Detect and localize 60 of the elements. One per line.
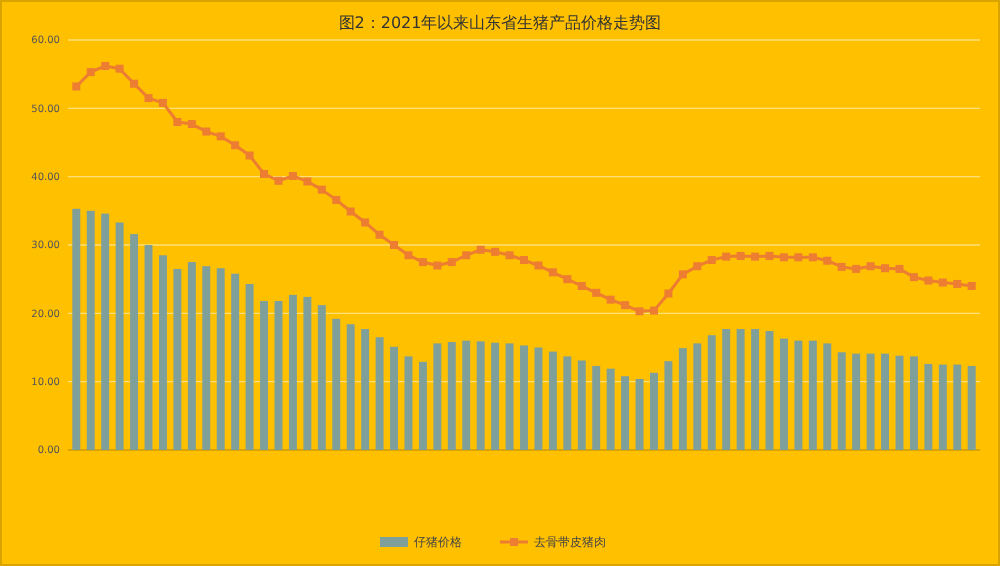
bar <box>852 353 861 450</box>
bar <box>606 368 615 450</box>
chart-title: 图2：2021年以来山东省生猪产品价格走势图 <box>338 14 662 32</box>
bar <box>953 364 962 450</box>
bar <box>881 353 890 450</box>
bar <box>650 372 658 450</box>
bar <box>736 329 745 450</box>
bar <box>823 343 832 450</box>
bar <box>621 376 630 450</box>
bar <box>288 294 297 450</box>
bar <box>924 363 933 450</box>
bar <box>707 335 716 450</box>
bar <box>967 365 976 450</box>
bar <box>476 341 485 450</box>
bar <box>260 301 269 450</box>
bar <box>346 324 355 450</box>
bar <box>158 255 167 450</box>
bar <box>664 361 673 450</box>
bar <box>794 340 803 450</box>
bar <box>404 356 413 450</box>
bar <box>245 283 254 450</box>
bar <box>433 343 442 450</box>
bar <box>390 346 398 450</box>
bar <box>693 343 702 450</box>
bar <box>216 268 225 450</box>
bar <box>592 365 601 450</box>
bar <box>173 268 182 450</box>
bar <box>563 356 572 450</box>
bar <box>548 351 557 450</box>
bar <box>491 342 500 450</box>
bar <box>837 352 846 450</box>
bar <box>938 364 947 450</box>
bar <box>130 234 139 450</box>
bar <box>808 340 817 450</box>
bar <box>577 360 586 450</box>
bar <box>361 329 370 450</box>
bar <box>375 337 384 450</box>
bar <box>101 213 110 450</box>
bar <box>202 266 211 450</box>
bar <box>86 210 95 450</box>
bar <box>909 356 918 450</box>
bar <box>462 340 471 450</box>
bar <box>72 208 81 450</box>
bar <box>447 342 456 450</box>
bar <box>678 348 687 450</box>
bar <box>418 361 427 450</box>
bar <box>303 296 312 450</box>
bar <box>187 262 196 450</box>
bar <box>866 353 875 450</box>
bar <box>332 318 341 450</box>
bar <box>231 273 240 450</box>
bar <box>635 378 644 450</box>
bar <box>520 345 528 450</box>
bar <box>779 338 788 450</box>
bar <box>751 329 760 450</box>
bar <box>317 305 326 450</box>
bar <box>722 329 731 450</box>
bar <box>534 347 543 450</box>
bar <box>505 343 514 450</box>
bar <box>115 222 124 450</box>
